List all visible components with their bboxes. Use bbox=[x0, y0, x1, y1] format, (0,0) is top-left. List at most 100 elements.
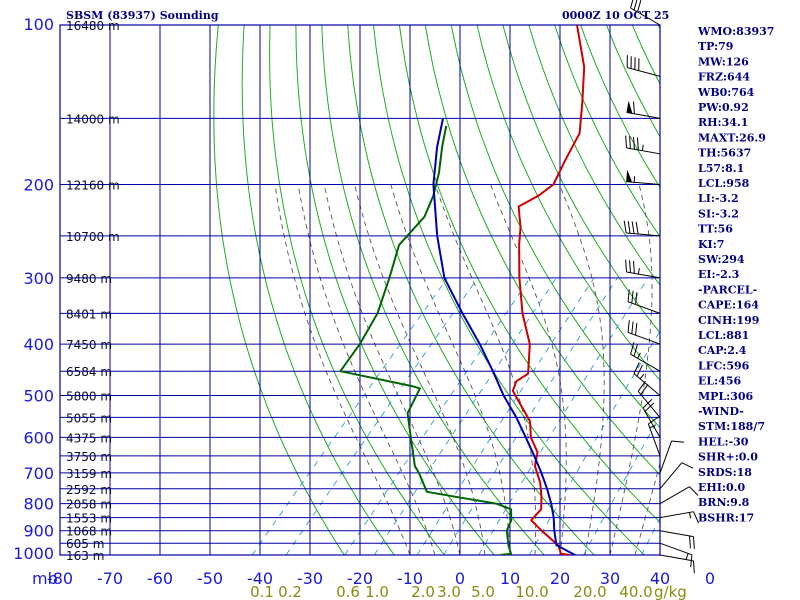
pressure-tick-label: 900 bbox=[23, 522, 54, 541]
height-label: 3750 m bbox=[66, 450, 112, 464]
index-entry: EHI:0.0 bbox=[698, 481, 745, 494]
wind-barb bbox=[642, 399, 661, 438]
wind-barb-flag bbox=[642, 399, 653, 409]
wind-barb-flag bbox=[631, 221, 635, 234]
wind-barb bbox=[659, 511, 699, 524]
wind-barb-flag bbox=[633, 136, 635, 150]
height-label: 2592 m bbox=[66, 483, 112, 497]
mixing-ratio-tick-label: 10.0 bbox=[515, 583, 548, 600]
wind-barb-flag bbox=[640, 384, 649, 395]
wind-barb-flag bbox=[671, 440, 684, 443]
index-entry: TH:5637 bbox=[698, 147, 751, 160]
pressure-tick-label: 100 bbox=[23, 15, 54, 34]
wind-barb-flag bbox=[690, 554, 693, 568]
wind-barb-flag bbox=[625, 135, 628, 148]
wind-barb bbox=[625, 135, 661, 155]
index-entry: BSHR:17 bbox=[698, 511, 754, 524]
wind-barb-flag bbox=[692, 560, 695, 574]
wind-barb-staff bbox=[626, 232, 661, 237]
wind-barb-staff bbox=[659, 462, 683, 490]
wind-barb-flag bbox=[637, 381, 646, 392]
wind-barb-flag bbox=[633, 0, 638, 11]
mixing-ratio-line bbox=[251, 277, 448, 555]
wind-barb bbox=[627, 289, 661, 314]
wind-barb-half-flag bbox=[637, 352, 641, 359]
wind-barb-flag bbox=[630, 342, 635, 355]
temperature-line bbox=[511, 25, 586, 555]
wind-barb-flag bbox=[648, 416, 659, 425]
height-label: 14000 m bbox=[66, 112, 120, 126]
mixing-ratio-unit-label: g/kg bbox=[654, 583, 687, 600]
index-entry: FRZ:644 bbox=[698, 71, 750, 84]
dry-adiabat bbox=[241, 25, 395, 555]
wind-barb-flag bbox=[629, 260, 631, 273]
pressure-tick-label: 500 bbox=[23, 386, 54, 405]
wind-barb-staff bbox=[630, 7, 661, 26]
wind-barb bbox=[659, 554, 695, 574]
mixing-ratio-tick-label: 3.0 bbox=[437, 583, 461, 600]
temperature-tick-label: 10 bbox=[500, 569, 520, 588]
wind-barb-flag bbox=[625, 259, 628, 273]
pressure-tick-label: 400 bbox=[23, 335, 54, 354]
wind-barb-flag bbox=[636, 137, 639, 151]
wind-barb bbox=[625, 259, 661, 279]
temperature-tick-label: -20 bbox=[347, 569, 373, 588]
temperature-tick-label: -50 bbox=[197, 569, 223, 588]
mixing-ratio-line bbox=[478, 277, 649, 555]
wind-barb-staff bbox=[659, 542, 693, 556]
wind-barb-staff bbox=[626, 271, 661, 279]
wind-barb-flag bbox=[633, 362, 640, 374]
dry-adiabat bbox=[398, 25, 660, 524]
temperature-tick-label: 30 bbox=[600, 569, 620, 588]
index-entry: TP:79 bbox=[698, 40, 733, 53]
mixing-ratio-tick-label: 5.0 bbox=[471, 583, 495, 600]
height-label: 5055 m bbox=[66, 411, 112, 425]
wind-barb-staff bbox=[659, 486, 690, 505]
dry-adiabat bbox=[762, 25, 800, 555]
temperature-tick-label: -80 bbox=[47, 569, 73, 588]
sounding-profiles bbox=[339, 25, 586, 555]
wind-barb bbox=[637, 381, 661, 418]
wind-barb bbox=[659, 462, 694, 490]
mixing-ratio-line bbox=[285, 277, 479, 555]
height-label: 10700 m bbox=[66, 230, 120, 244]
mixing-ratio-tick-label: 2.0 bbox=[411, 583, 435, 600]
wind-barb-flag bbox=[636, 364, 643, 377]
wind-barb-flag bbox=[631, 321, 634, 334]
height-label: 9480 m bbox=[66, 272, 112, 286]
station-title: SBSM (83937) Sounding bbox=[66, 9, 219, 22]
moist-adiabat bbox=[323, 184, 461, 555]
index-entry: EL:456 bbox=[698, 375, 741, 388]
temperature-tick-label: 20 bbox=[550, 569, 570, 588]
pressure-unit-label: mb bbox=[32, 569, 58, 588]
wind-barb-staff bbox=[626, 147, 661, 155]
index-entry: CINH:199 bbox=[698, 314, 759, 327]
pressure-tick-label: 200 bbox=[23, 176, 54, 195]
wind-barb-staff bbox=[633, 373, 661, 396]
temperature-tick-label: -60 bbox=[147, 569, 173, 588]
mixing-ratio-tick-label: 20.0 bbox=[573, 583, 606, 600]
dry-adiabat bbox=[788, 25, 800, 555]
wind-barb-flag bbox=[689, 486, 699, 496]
wind-barb-flag bbox=[681, 462, 694, 469]
plot-frame bbox=[59, 24, 661, 556]
index-entry: SI:-3.2 bbox=[698, 207, 739, 220]
index-entry: TT:56 bbox=[698, 223, 733, 236]
index-entry: WB0:764 bbox=[697, 86, 755, 99]
wind-barb-staff bbox=[642, 407, 661, 438]
wind-barb-half-flag bbox=[639, 373, 645, 380]
wind-barbs bbox=[623, 0, 699, 574]
wind-barb-staff bbox=[659, 530, 694, 538]
wind-barb-flag bbox=[637, 0, 642, 13]
moist-adiabat bbox=[558, 184, 605, 555]
index-entry: RH:34.1 bbox=[698, 116, 748, 129]
mixing-ratio-tick-label: 0.1 bbox=[250, 583, 274, 600]
index-entry: LCL:881 bbox=[698, 329, 749, 342]
wind-barb-staff bbox=[637, 391, 661, 418]
dry-adiabat bbox=[295, 25, 495, 555]
wind-barb-staff bbox=[659, 440, 673, 474]
wind-barb bbox=[659, 486, 699, 505]
height-label: 3159 m bbox=[66, 467, 112, 481]
